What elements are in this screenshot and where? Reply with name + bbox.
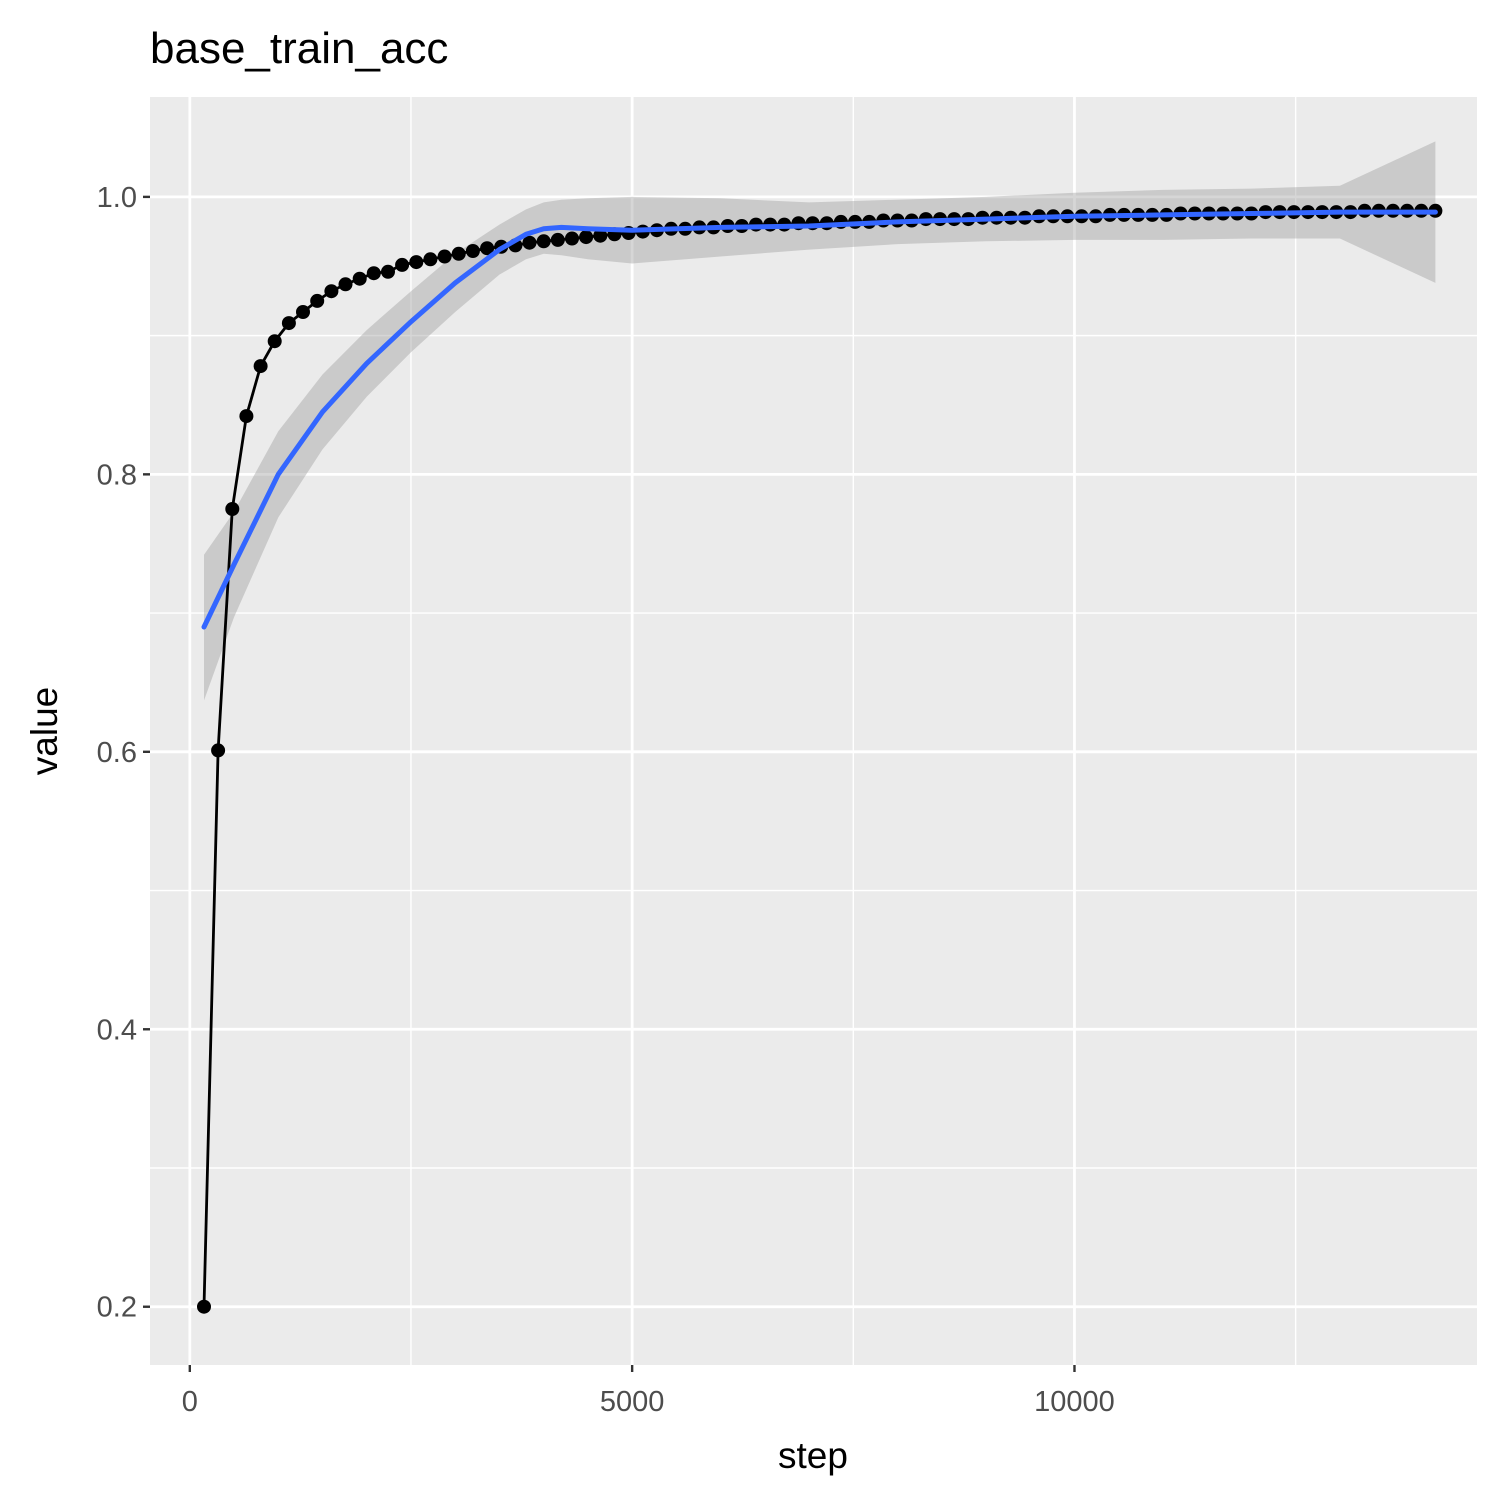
data-point <box>536 234 551 249</box>
x-tick-label: 5000 <box>600 1386 665 1418</box>
x-tick-label: 0 <box>182 1386 198 1418</box>
data-point <box>281 316 296 331</box>
data-point <box>480 241 495 256</box>
data-point <box>324 284 339 299</box>
y-tick-label: 0.2 <box>97 1292 137 1324</box>
data-point <box>522 235 537 250</box>
data-point <box>381 264 395 279</box>
y-axis: 0.2 0.4 0.6 0.8 1.0 <box>97 182 150 1324</box>
x-axis-title: step <box>778 1435 848 1476</box>
data-point <box>197 1299 211 1314</box>
y-tick-label: 0.8 <box>97 459 137 491</box>
smooth-line <box>201 209 1438 630</box>
data-point <box>437 249 452 264</box>
data-point <box>310 293 325 308</box>
data-point <box>267 334 282 349</box>
data-point <box>465 244 480 258</box>
data-point <box>253 359 268 374</box>
data-point <box>451 246 466 261</box>
plot-panel <box>150 97 1477 1365</box>
data-point <box>338 277 353 292</box>
y-tick-label: 1.0 <box>97 182 137 214</box>
data-point <box>579 230 594 245</box>
y-tick-label: 0.4 <box>97 1014 137 1046</box>
confidence-ribbon <box>204 141 1436 701</box>
y-axis-title: value <box>24 687 65 775</box>
minor-gridlines <box>150 97 1477 1365</box>
data-point <box>409 255 424 270</box>
data-point <box>423 252 438 267</box>
chart-title: base_train_acc <box>150 24 448 73</box>
x-tick-label: 10000 <box>1034 1386 1115 1418</box>
data-point <box>352 271 367 286</box>
data-point <box>239 409 254 424</box>
data-point <box>593 228 608 243</box>
data-point <box>565 231 579 246</box>
data-point <box>395 257 410 272</box>
major-gridlines <box>150 97 1477 1365</box>
x-axis: 0 5000 10000 <box>182 1365 1115 1418</box>
data-point <box>550 232 565 247</box>
data-point <box>211 743 226 758</box>
data-point <box>366 266 381 281</box>
data-point <box>225 502 240 516</box>
data-point <box>296 305 310 319</box>
y-tick-label: 0.6 <box>97 737 137 769</box>
